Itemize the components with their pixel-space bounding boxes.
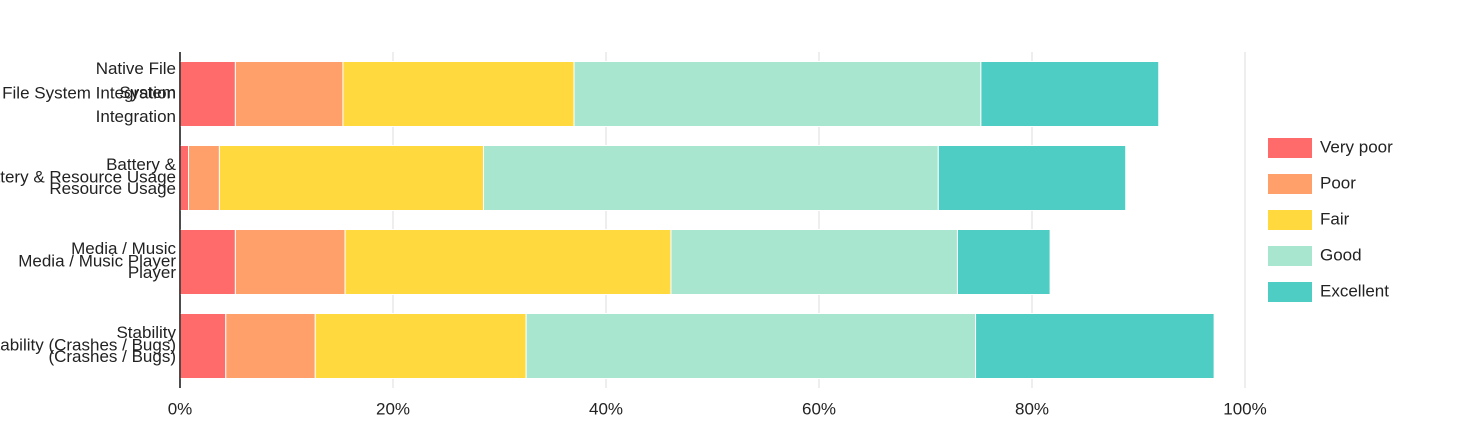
bar-segment: [344, 229, 672, 295]
bar-segment: [937, 145, 1127, 211]
bar-segment: [525, 313, 977, 379]
legend-label: Fair: [1320, 209, 1350, 228]
bar-segment: [179, 61, 236, 127]
legend-swatch: [1268, 282, 1312, 302]
bar-segment: [980, 61, 1160, 127]
y-tick-label: Battery & Resource UsageBattery &Resourc…: [0, 155, 177, 198]
x-tick-label: 80%: [1015, 399, 1049, 418]
bar-segment: [179, 229, 236, 295]
x-tick-label: 40%: [589, 399, 623, 418]
bar-segment: [342, 61, 575, 127]
bar-segment: [483, 145, 939, 211]
x-tick-label: 0%: [168, 399, 193, 418]
legend-label: Excellent: [1320, 281, 1389, 300]
bar-segment: [234, 61, 344, 127]
x-tick-label: 20%: [376, 399, 410, 418]
bar-segment: [179, 313, 227, 379]
bar-segment: [218, 145, 485, 211]
bar-segment: [956, 229, 1051, 295]
y-tick-label: Stability (Crashes / Bugs)Stability (Cras…: [0, 323, 176, 366]
bar-segment: [314, 313, 527, 379]
bar-segment: [234, 229, 346, 295]
x-tick-label: 100%: [1223, 399, 1266, 418]
legend-swatch: [1268, 174, 1312, 194]
bar-segment: [188, 145, 220, 211]
bar-segment: [179, 145, 190, 211]
legend-swatch: [1268, 138, 1312, 158]
legend-label: Good: [1320, 245, 1362, 264]
bar-segment: [225, 313, 316, 379]
legend-label: Poor: [1320, 173, 1356, 192]
legend-swatch: [1268, 210, 1312, 230]
y-tick-label: Media / Music PlayerMedia / Music Player: [18, 239, 176, 282]
y-tick-label: Native File System IntegrationNative Fil…: [0, 59, 176, 126]
bar-segment: [975, 313, 1215, 379]
legend-label: Very poor: [1320, 137, 1393, 156]
legend-swatch: [1268, 246, 1312, 266]
bar-segment: [670, 229, 958, 295]
x-tick-label: 60%: [802, 399, 836, 418]
bar-segment: [573, 61, 982, 127]
